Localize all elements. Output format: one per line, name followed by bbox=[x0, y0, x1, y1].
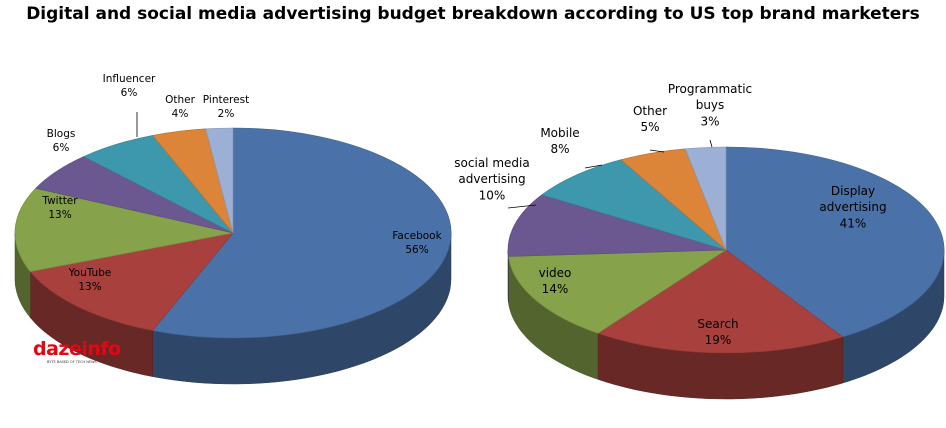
slice-label-blogs: Blogs 6% bbox=[47, 128, 76, 154]
logo-tagline: BYTE BASED OF TECH NEWS bbox=[47, 360, 97, 364]
pie-slice-twitter bbox=[14, 187, 234, 273]
pie-chart-ad-budget-breakdown: Display advertising 41% Search 19% video 14% so… bbox=[454, 82, 945, 400]
dazeinfo-logo: dazeinfo BYTE BASED OF TECH NEWS bbox=[33, 338, 121, 366]
pie-slice-social-media-advertising bbox=[507, 194, 727, 257]
slice-label-mobile: Mobile 8% bbox=[540, 126, 579, 156]
leader-line-programmatic-buys bbox=[709, 139, 713, 148]
slice-label-pinterest: Pinterest 2% bbox=[203, 94, 249, 120]
slice-label-twitter: Twitter 13% bbox=[41, 195, 78, 221]
leader-line-social-media-advertising bbox=[507, 204, 537, 209]
slice-label-search: Search 19% bbox=[697, 317, 738, 347]
pie-slice-programmatic-buys bbox=[684, 146, 727, 251]
pie-chart-facebook-breakdown: Facebook 56% YouTube 13% Twitter 13% Blogs 6% In… bbox=[14, 73, 452, 385]
slice-label-display-advertising: Display advertising 41% bbox=[819, 184, 886, 230]
slice-label-youtube: YouTube 13% bbox=[68, 267, 112, 293]
slice-label-video: video 14% bbox=[539, 266, 572, 296]
logo-wordmark: dazeinfo bbox=[33, 338, 121, 360]
pie-slice-video bbox=[508, 249, 728, 334]
pie-slice-pinterest bbox=[205, 127, 234, 234]
slice-label-other: Other 5% bbox=[633, 104, 667, 134]
pie-slice-youtube bbox=[29, 232, 234, 331]
pie-slice-mobile bbox=[541, 159, 727, 251]
slice-label-facebook: Facebook 56% bbox=[392, 230, 442, 256]
leader-line-other bbox=[649, 149, 665, 153]
pie-slice-facebook bbox=[152, 127, 452, 339]
pie-slice-search bbox=[597, 249, 844, 354]
slice-label-other: Other 4% bbox=[165, 94, 195, 120]
slice-label-social-media-advertising: social media advertising 10% bbox=[454, 156, 529, 202]
slice-label-influencer: Influencer 6% bbox=[103, 73, 156, 99]
chart-title: Digital and social media advertising bud… bbox=[26, 4, 920, 24]
leader-line-mobile bbox=[584, 164, 603, 169]
pie-slice-display-advertising bbox=[725, 146, 945, 338]
slice-label-programmatic-buys: Programmatic buys 3% bbox=[668, 82, 752, 128]
